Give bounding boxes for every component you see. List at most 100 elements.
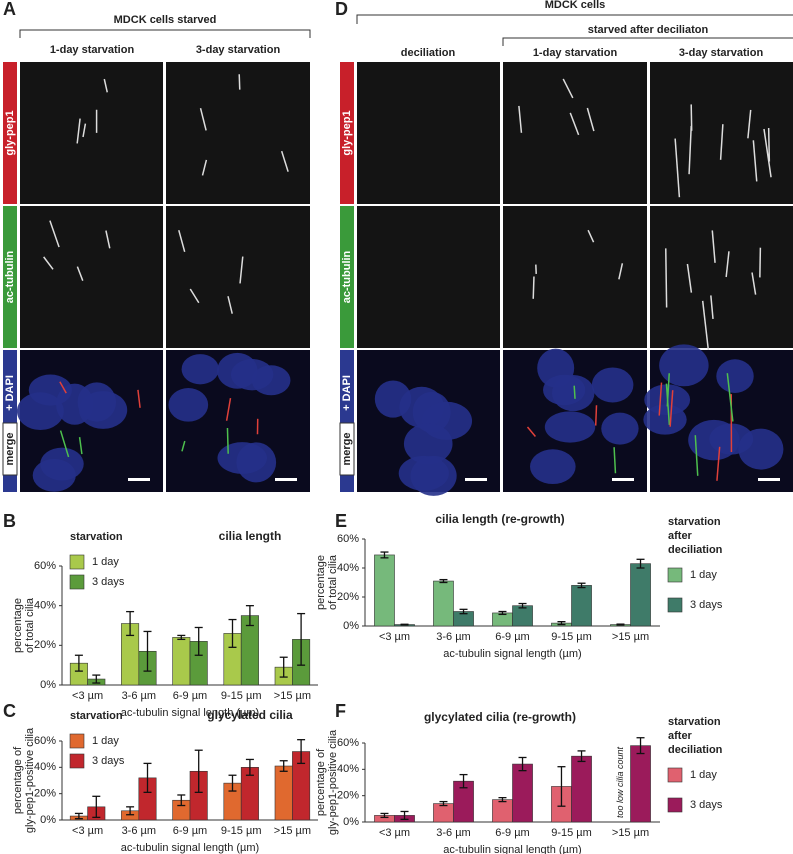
cilium bbox=[688, 125, 692, 175]
cilium bbox=[674, 138, 681, 198]
cilium bbox=[239, 256, 244, 284]
error-bar bbox=[518, 602, 527, 609]
cilium bbox=[76, 118, 81, 144]
legend-swatch bbox=[667, 767, 683, 783]
merge-box bbox=[339, 422, 355, 476]
error-bar bbox=[557, 766, 566, 807]
micrograph bbox=[503, 206, 647, 348]
y-tick-label: 60% bbox=[34, 560, 56, 572]
y-tick-label: 20% bbox=[34, 639, 56, 651]
nucleus bbox=[738, 428, 784, 470]
row-label: gly-pep1 bbox=[4, 110, 16, 155]
nucleus bbox=[181, 354, 219, 385]
bar bbox=[374, 554, 395, 627]
legend-title: starvation bbox=[668, 716, 721, 728]
cilium bbox=[759, 247, 762, 278]
error-bar bbox=[245, 758, 254, 776]
bar bbox=[433, 803, 454, 823]
y-tick-label: 0% bbox=[343, 620, 359, 632]
y-tick-label: 20% bbox=[337, 790, 359, 802]
x-tick-label: >15 µm bbox=[612, 827, 649, 839]
error-bar bbox=[518, 756, 527, 772]
error-bar bbox=[498, 796, 507, 803]
y-tick-label: 0% bbox=[40, 679, 56, 691]
column-header: deciliation bbox=[401, 47, 456, 59]
x-axis-label: ac-tubulin signal length (µm) bbox=[121, 707, 259, 719]
micrograph bbox=[650, 62, 793, 204]
y-tick-label: 60% bbox=[337, 533, 359, 545]
cilium bbox=[569, 112, 580, 136]
cilium bbox=[238, 74, 241, 90]
chart-title: glycylated cilia bbox=[207, 708, 293, 722]
cilium bbox=[82, 123, 87, 138]
x-tick-label: <3 µm bbox=[379, 827, 410, 839]
y-axis-label: gly-pep1-positive cilia bbox=[24, 727, 36, 833]
cilium bbox=[710, 295, 714, 319]
y-tick-label: 20% bbox=[34, 788, 56, 800]
x-axis-label: ac-tubulin signal length (µm) bbox=[121, 842, 259, 854]
bar bbox=[630, 745, 651, 823]
cilium bbox=[280, 150, 289, 172]
nucleus bbox=[543, 374, 586, 406]
x-axis-label: ac-tubulin signal length (µm) bbox=[443, 648, 581, 660]
cilium bbox=[719, 124, 724, 160]
y-axis-label: of total cilia bbox=[24, 597, 36, 653]
bar bbox=[512, 605, 533, 627]
cilium bbox=[763, 128, 772, 178]
nucleus bbox=[601, 412, 639, 445]
legend-title: starvation bbox=[70, 531, 123, 543]
legend-label: 1 day bbox=[92, 556, 119, 568]
legend-swatch bbox=[69, 753, 85, 769]
group-header: MDCK cells starved bbox=[114, 14, 217, 26]
nucleus bbox=[230, 359, 274, 391]
column-header: 1-day starvation bbox=[533, 47, 618, 59]
error-bar bbox=[228, 774, 237, 792]
cilium bbox=[532, 276, 535, 299]
legend-swatch bbox=[69, 733, 85, 749]
cilium bbox=[669, 390, 674, 427]
cilium bbox=[701, 300, 710, 358]
error-bar bbox=[459, 608, 468, 615]
row-label: merge bbox=[341, 432, 353, 465]
micrograph bbox=[20, 206, 163, 348]
error-bar bbox=[459, 773, 468, 789]
cilium bbox=[686, 263, 693, 293]
legend-title: after bbox=[668, 730, 693, 742]
micrograph bbox=[20, 62, 163, 204]
bar bbox=[630, 563, 651, 627]
row-label: ac-tubulin bbox=[4, 250, 16, 303]
y-tick-label: 40% bbox=[337, 763, 359, 775]
legend-label: 1 day bbox=[690, 569, 717, 581]
group-header: MDCK cells bbox=[545, 0, 606, 11]
y-axis-label: percentage bbox=[315, 555, 327, 610]
y-tick-label: 40% bbox=[34, 761, 56, 773]
x-tick-label: 3-6 µm bbox=[436, 827, 470, 839]
cilium bbox=[767, 128, 771, 162]
cilium bbox=[725, 251, 730, 278]
bar bbox=[571, 755, 592, 823]
cilium bbox=[747, 109, 752, 139]
error-bar bbox=[297, 612, 306, 666]
bracket bbox=[502, 37, 793, 46]
cilium bbox=[658, 382, 663, 416]
row-label: ac-tubulin bbox=[341, 250, 353, 303]
error-bar bbox=[92, 674, 101, 684]
nucleus bbox=[530, 449, 576, 485]
row-label: + DAPI bbox=[341, 375, 353, 411]
x-tick-label: 6-9 µm bbox=[495, 631, 529, 643]
y-axis-label: gly-pep1-positive cilia bbox=[327, 729, 339, 835]
legend-label: 3 days bbox=[690, 799, 723, 811]
nucleus bbox=[79, 391, 128, 429]
panel-label: B bbox=[3, 511, 16, 531]
legend-swatch bbox=[667, 567, 683, 583]
merge-box bbox=[2, 422, 18, 476]
y-tick-label: 20% bbox=[337, 591, 359, 603]
x-tick-label: 9-15 µm bbox=[551, 631, 592, 643]
group-header: starved after deciliaton bbox=[588, 24, 709, 36]
row-strip bbox=[3, 62, 17, 204]
cilium bbox=[586, 107, 595, 132]
cilium bbox=[199, 108, 207, 131]
error-bar bbox=[380, 551, 389, 559]
nucleus bbox=[168, 388, 209, 422]
